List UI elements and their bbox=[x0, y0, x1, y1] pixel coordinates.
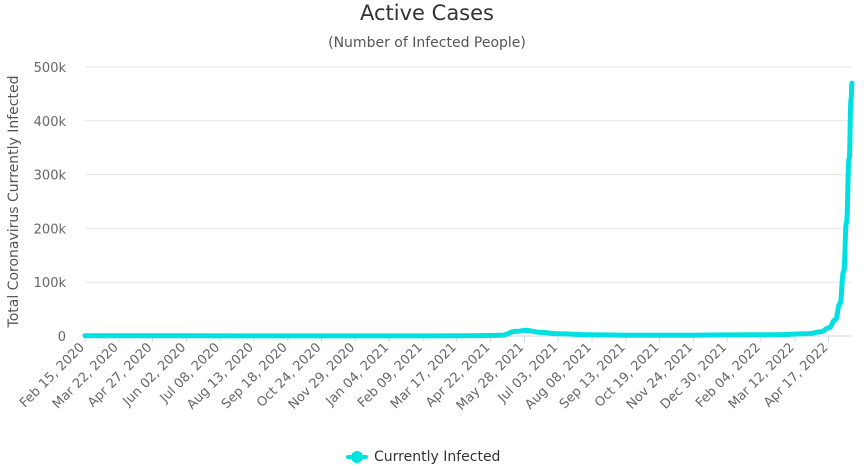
legend-symbol-icon bbox=[346, 450, 368, 464]
y-tick-label: 0 bbox=[58, 330, 66, 345]
y-tick-label: 500k bbox=[34, 61, 67, 76]
y-tick-label: 200k bbox=[34, 222, 67, 237]
series-line-currently-infected[interactable] bbox=[82, 80, 855, 339]
legend-label: Currently Infected bbox=[374, 449, 501, 465]
legend[interactable]: Currently Infected bbox=[346, 447, 500, 467]
y-tick-label: 100k bbox=[34, 276, 67, 291]
y-axis-title: Total Coronavirus Currently Infected bbox=[6, 76, 22, 329]
chart-subtitle: (Number of Infected People) bbox=[328, 35, 526, 51]
series-layer bbox=[82, 80, 855, 339]
y-tick-label: 400k bbox=[34, 115, 67, 130]
grid-lines bbox=[85, 66, 852, 283]
y-tick-label: 300k bbox=[34, 169, 67, 184]
chart-title: Active Cases bbox=[360, 1, 494, 25]
